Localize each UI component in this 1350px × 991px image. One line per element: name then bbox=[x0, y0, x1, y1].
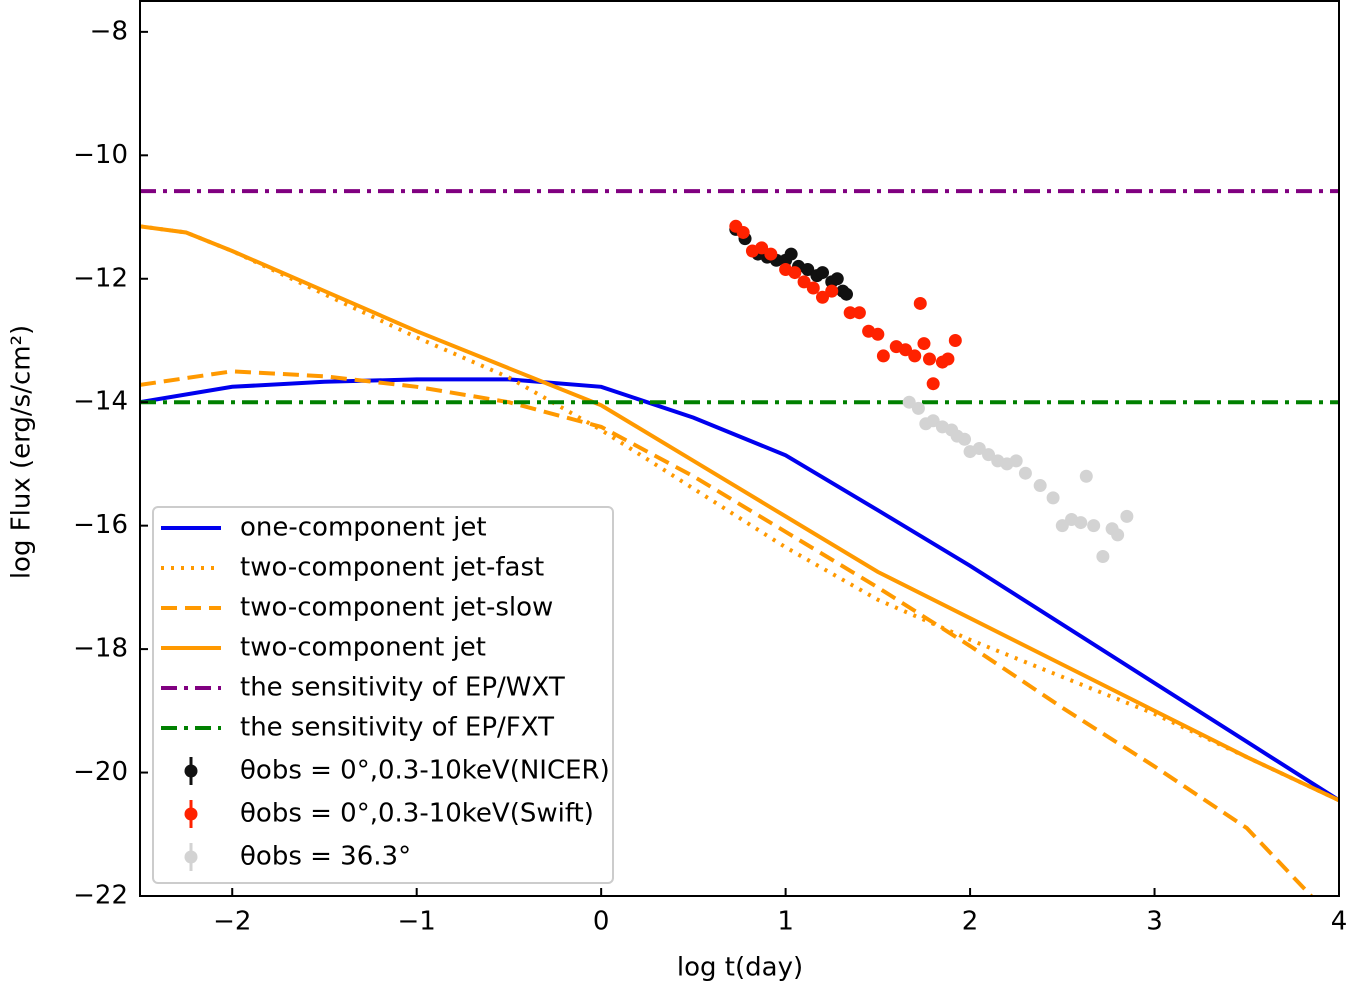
data-point bbox=[902, 395, 916, 409]
data-point bbox=[839, 287, 853, 301]
x-tick-label: −2 bbox=[213, 907, 251, 937]
legend-box bbox=[152, 506, 614, 884]
legend-label: two-component jet-slow bbox=[240, 593, 553, 623]
legend-label: θobs = 0°,0.3-10keV(Swift) bbox=[240, 799, 594, 829]
data-point bbox=[922, 352, 936, 366]
legend-marker bbox=[184, 850, 198, 864]
data-point bbox=[1120, 509, 1134, 523]
data-point bbox=[830, 272, 844, 286]
data-point bbox=[917, 337, 931, 351]
y-tick-label: −8 bbox=[90, 16, 128, 46]
x-tick-label: 2 bbox=[962, 907, 979, 937]
data-point bbox=[1096, 550, 1110, 564]
y-tick-label: −14 bbox=[73, 387, 128, 417]
x-tick-label: 1 bbox=[777, 907, 794, 937]
line bbox=[140, 224, 1339, 803]
data-point bbox=[908, 349, 922, 363]
data-point bbox=[788, 266, 802, 280]
y-tick-label: −18 bbox=[73, 634, 128, 664]
data-point bbox=[1033, 479, 1047, 493]
data-point bbox=[764, 247, 778, 261]
x-tick-label: 0 bbox=[593, 907, 610, 937]
legend-label: one-component jet bbox=[240, 513, 487, 543]
plot-area bbox=[140, 189, 1339, 896]
data-point bbox=[982, 448, 996, 462]
data-point bbox=[755, 241, 769, 255]
data-point bbox=[801, 263, 815, 276]
data-point bbox=[852, 306, 866, 320]
data-point bbox=[825, 284, 839, 298]
legend-label: θobs = 0°,0.3-10keV(NICER) bbox=[240, 756, 610, 786]
y-tick-label: −22 bbox=[73, 881, 128, 911]
data-point bbox=[1111, 528, 1125, 542]
legend-label: two-component jet bbox=[240, 633, 486, 663]
x-tick-label: −1 bbox=[398, 907, 436, 937]
data-point bbox=[1087, 519, 1101, 533]
y-tick-label: −20 bbox=[73, 757, 128, 787]
data-point bbox=[926, 414, 940, 428]
axes-frame bbox=[139, 0, 1340, 897]
data-point bbox=[948, 333, 962, 347]
x-tick-label: 4 bbox=[1331, 907, 1348, 937]
data-point bbox=[926, 377, 940, 391]
data-point bbox=[784, 247, 798, 261]
y-tick-label: −10 bbox=[73, 140, 128, 170]
data-point bbox=[806, 281, 820, 295]
data-point bbox=[871, 327, 885, 341]
data-point bbox=[1074, 516, 1088, 530]
y-axis-label: log Flux (erg/s/cm²) bbox=[7, 325, 37, 579]
data-point bbox=[1055, 519, 1069, 533]
data-point bbox=[913, 296, 927, 310]
legend-marker bbox=[184, 807, 198, 821]
data-point bbox=[816, 266, 830, 280]
legend-label: θobs = 36.3° bbox=[240, 842, 411, 872]
data-point bbox=[736, 225, 750, 239]
data-point bbox=[797, 275, 811, 289]
data-point bbox=[972, 442, 986, 455]
legend-label: the sensitivity of EP/WXT bbox=[240, 673, 565, 703]
x-axis-label: log t(day) bbox=[677, 953, 803, 983]
data-point bbox=[1009, 454, 1023, 468]
data-point bbox=[1079, 469, 1093, 483]
data-point bbox=[941, 352, 955, 366]
legend-label: the sensitivity of EP/FXT bbox=[240, 713, 554, 743]
y-tick-label: −12 bbox=[73, 263, 128, 293]
data-point bbox=[958, 432, 972, 446]
data-point bbox=[843, 306, 857, 320]
data-point bbox=[816, 290, 830, 304]
data-point bbox=[899, 343, 913, 357]
data-point bbox=[876, 349, 890, 363]
legend-marker bbox=[184, 764, 198, 778]
line bbox=[140, 377, 1339, 802]
data-point bbox=[1018, 466, 1032, 480]
line bbox=[140, 369, 1313, 896]
x-tick-label: 3 bbox=[1146, 907, 1163, 937]
legend-label: two-component jet-fast bbox=[240, 553, 544, 583]
y-tick-label: −16 bbox=[73, 510, 128, 540]
data-point bbox=[911, 401, 925, 415]
data-point bbox=[1046, 491, 1060, 505]
